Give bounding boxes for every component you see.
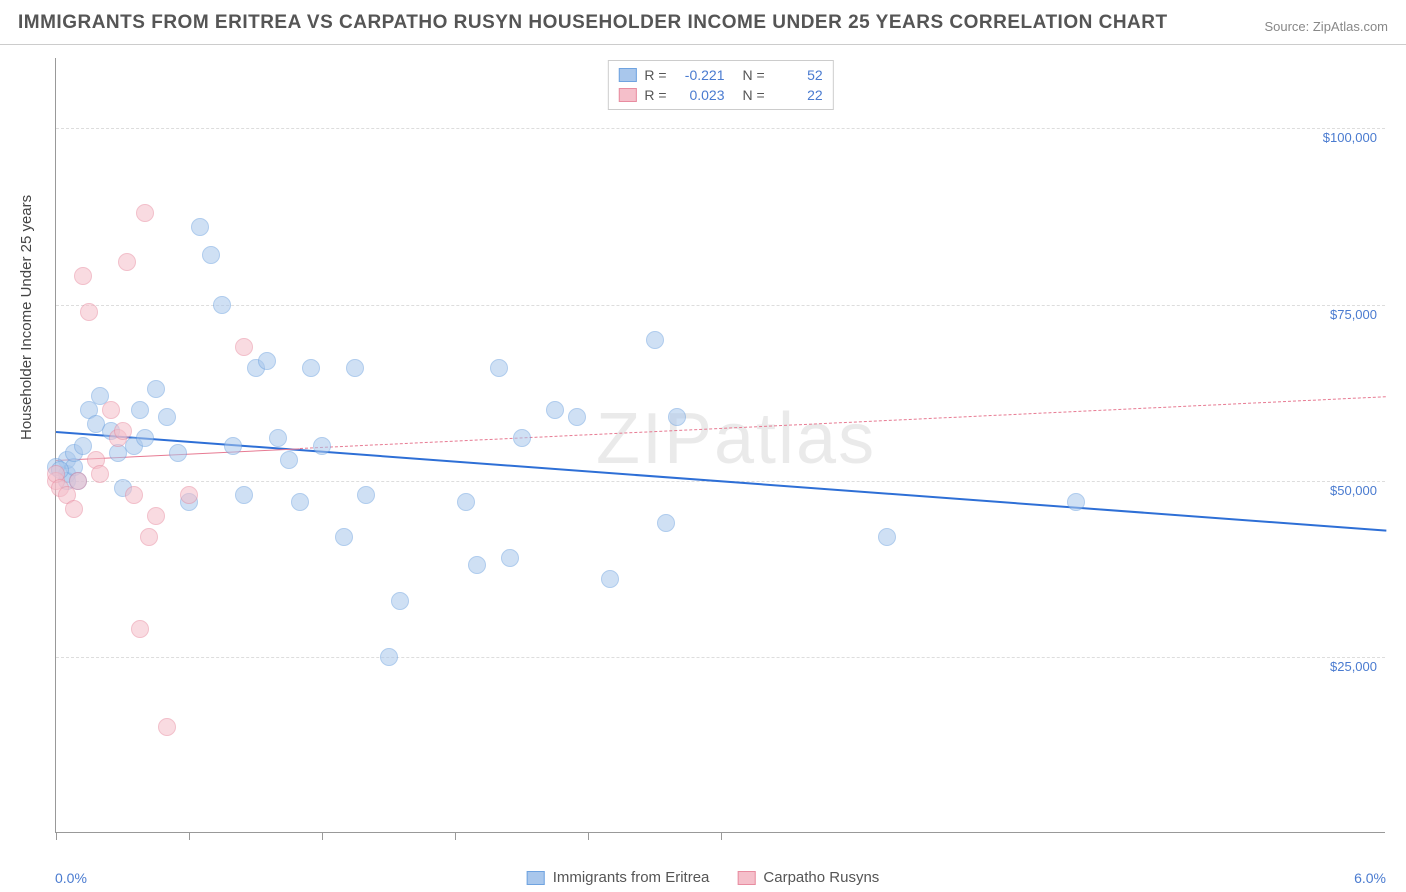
data-point bbox=[501, 549, 519, 567]
y-tick-label: $75,000 bbox=[1330, 307, 1377, 322]
data-point bbox=[291, 493, 309, 511]
gridline bbox=[56, 657, 1385, 658]
trend-line bbox=[300, 396, 1386, 449]
legend-swatch bbox=[527, 871, 545, 885]
data-point bbox=[147, 507, 165, 525]
y-tick-label: $100,000 bbox=[1323, 130, 1377, 145]
data-point bbox=[457, 493, 475, 511]
trend-line bbox=[56, 431, 1386, 532]
gridline bbox=[56, 305, 1385, 306]
y-tick-label: $50,000 bbox=[1330, 483, 1377, 498]
data-point bbox=[235, 486, 253, 504]
legend-series-name: Immigrants from Eritrea bbox=[553, 869, 710, 886]
source-label: Source: ZipAtlas.com bbox=[1264, 19, 1388, 34]
data-point bbox=[346, 359, 364, 377]
correlation-legend: R = -0.221 N = 52 R = 0.023 N = 22 bbox=[607, 60, 833, 110]
data-point bbox=[118, 253, 136, 271]
data-point bbox=[878, 528, 896, 546]
data-point bbox=[391, 592, 409, 610]
legend-n-label: N = bbox=[743, 67, 765, 83]
data-point bbox=[65, 500, 83, 518]
data-point bbox=[80, 303, 98, 321]
data-point bbox=[136, 429, 154, 447]
data-point bbox=[601, 570, 619, 588]
data-point bbox=[280, 451, 298, 469]
legend-swatch bbox=[618, 88, 636, 102]
data-point bbox=[169, 444, 187, 462]
y-tick-label: $25,000 bbox=[1330, 659, 1377, 674]
legend-series-name: Carpatho Rusyns bbox=[763, 869, 879, 886]
data-point bbox=[646, 331, 664, 349]
data-point bbox=[235, 338, 253, 356]
legend-r-label: R = bbox=[644, 67, 666, 83]
data-point bbox=[357, 486, 375, 504]
data-point bbox=[131, 620, 149, 638]
data-point bbox=[91, 465, 109, 483]
legend-row: R = -0.221 N = 52 bbox=[618, 65, 822, 85]
data-point bbox=[114, 422, 132, 440]
watermark-text: ZIPatlas bbox=[596, 398, 876, 480]
legend-r-value: -0.221 bbox=[675, 67, 725, 83]
data-point bbox=[335, 528, 353, 546]
data-point bbox=[74, 267, 92, 285]
x-axis-min-label: 0.0% bbox=[55, 870, 87, 886]
series-legend: Immigrants from Eritrea Carpatho Rusyns bbox=[527, 869, 880, 886]
data-point bbox=[568, 408, 586, 426]
y-axis-title: Householder Income Under 25 years bbox=[18, 195, 35, 440]
data-point bbox=[258, 352, 276, 370]
data-point bbox=[158, 718, 176, 736]
x-tick bbox=[56, 832, 57, 840]
data-point bbox=[313, 437, 331, 455]
legend-n-value: 22 bbox=[773, 87, 823, 103]
data-point bbox=[158, 408, 176, 426]
legend-item: Carpatho Rusyns bbox=[737, 869, 879, 886]
legend-n-value: 52 bbox=[773, 67, 823, 83]
data-point bbox=[302, 359, 320, 377]
chart-header: IMMIGRANTS FROM ERITREA VS CARPATHO RUSY… bbox=[0, 0, 1406, 45]
legend-swatch bbox=[618, 68, 636, 82]
gridline bbox=[56, 128, 1385, 129]
data-point bbox=[468, 556, 486, 574]
data-point bbox=[102, 401, 120, 419]
legend-row: R = 0.023 N = 22 bbox=[618, 85, 822, 105]
x-tick bbox=[455, 832, 456, 840]
chart-title: IMMIGRANTS FROM ERITREA VS CARPATHO RUSY… bbox=[18, 12, 1168, 34]
data-point bbox=[269, 429, 287, 447]
x-tick bbox=[721, 832, 722, 840]
data-point bbox=[546, 401, 564, 419]
x-tick bbox=[189, 832, 190, 840]
legend-r-value: 0.023 bbox=[675, 87, 725, 103]
legend-r-label: R = bbox=[644, 87, 666, 103]
data-point bbox=[180, 486, 198, 504]
legend-item: Immigrants from Eritrea bbox=[527, 869, 710, 886]
data-point bbox=[657, 514, 675, 532]
data-point bbox=[1067, 493, 1085, 511]
data-point bbox=[147, 380, 165, 398]
data-point bbox=[513, 429, 531, 447]
x-tick bbox=[322, 832, 323, 840]
data-point bbox=[213, 296, 231, 314]
legend-n-label: N = bbox=[743, 87, 765, 103]
data-point bbox=[380, 648, 398, 666]
data-point bbox=[125, 486, 143, 504]
legend-swatch bbox=[737, 871, 755, 885]
data-point bbox=[131, 401, 149, 419]
data-point bbox=[224, 437, 242, 455]
x-tick bbox=[588, 832, 589, 840]
data-point bbox=[136, 204, 154, 222]
data-point bbox=[69, 472, 87, 490]
data-point bbox=[74, 437, 92, 455]
data-point bbox=[202, 246, 220, 264]
scatter-plot: ZIPatlas R = -0.221 N = 52 R = 0.023 N = 22 $25… bbox=[55, 58, 1385, 833]
data-point bbox=[490, 359, 508, 377]
x-axis-max-label: 6.0% bbox=[1354, 870, 1386, 886]
data-point bbox=[668, 408, 686, 426]
data-point bbox=[191, 218, 209, 236]
data-point bbox=[140, 528, 158, 546]
